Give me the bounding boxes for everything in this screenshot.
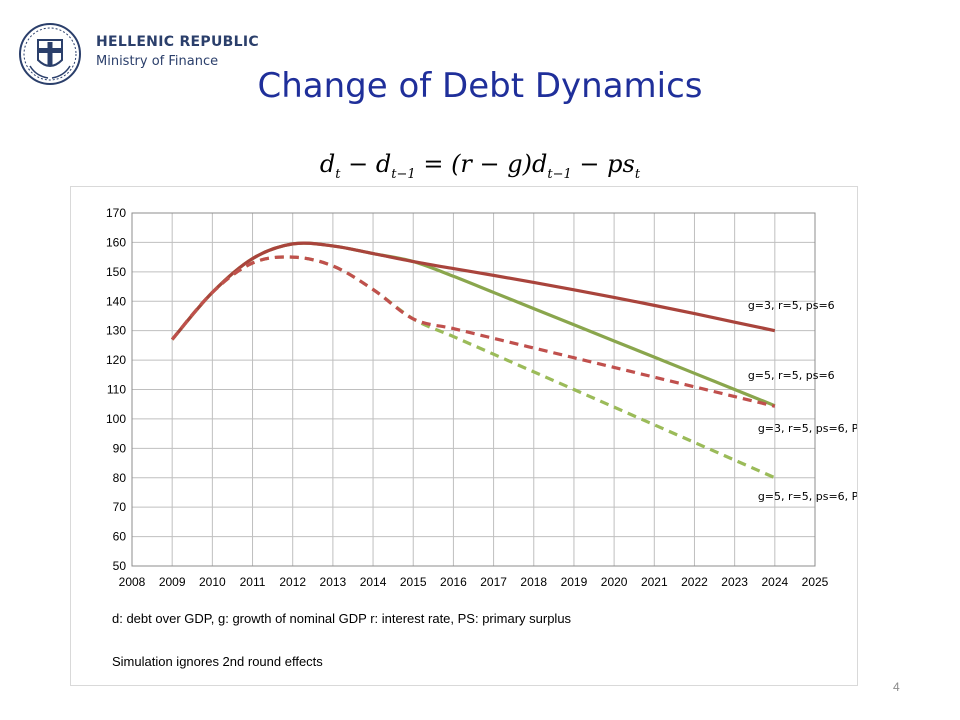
x-tick-label: 2021 <box>641 575 668 589</box>
x-tick-label: 2011 <box>240 575 266 589</box>
y-tick-label: 80 <box>113 471 127 485</box>
x-tick-label: 2025 <box>802 575 829 589</box>
series-annotation-4: g=5, r=5, ps=6, Privatizations <box>758 490 857 503</box>
x-tick-label: 2019 <box>561 575 588 589</box>
series-line-3 <box>170 255 776 408</box>
y-tick-label: 150 <box>106 265 126 279</box>
x-tick-label: 2014 <box>360 575 387 589</box>
page-title: Change of Debt Dynamics <box>257 66 703 106</box>
x-tick-label: 2015 <box>400 575 427 589</box>
y-tick-label: 60 <box>113 530 127 544</box>
y-tick-label: 140 <box>106 294 126 308</box>
y-tick-label: 50 <box>113 559 127 573</box>
y-tick-label: 130 <box>106 324 126 338</box>
chart-container: 50 60 70 80 90 100 110 120 130 140 150 160 170 2008 20… <box>70 186 858 686</box>
x-tick-label: 2023 <box>721 575 748 589</box>
x-tick-label: 2017 <box>480 575 507 589</box>
y-tick-label: 120 <box>106 353 126 367</box>
plot-area-border <box>131 212 816 567</box>
debt-formula: dt − dt−1 = (r − g)dt−1 − pst <box>319 150 641 182</box>
page-number: 4 <box>893 680 900 694</box>
series-annotation-3: g=3, r=5, ps=6, Privatizations <box>758 422 857 435</box>
series-line-1 <box>170 241 776 341</box>
x-tick-label: 2018 <box>520 575 547 589</box>
y-tick-label: 170 <box>106 206 126 220</box>
series-line-4 <box>170 255 776 480</box>
definitions-note: d: debt over GDP, g: growth of nominal G… <box>112 611 572 626</box>
y-tick-label: 160 <box>106 235 126 249</box>
y-tick-label: 70 <box>113 500 127 514</box>
x-tick-label: 2024 <box>761 575 788 589</box>
org-name: HELLENIC REPUBLIC <box>96 34 259 50</box>
x-tick-label: 2020 <box>601 575 628 589</box>
y-tick-label: 100 <box>106 412 126 426</box>
debt-chart: 50 60 70 80 90 100 110 120 130 140 150 160 170 2008 20… <box>106 206 857 589</box>
greek-cross-emblem-icon <box>19 23 81 85</box>
series-annotation-1: g=3, r=5, ps=6 <box>748 299 835 312</box>
x-tick-label: 2008 <box>119 575 146 589</box>
series-line-2 <box>170 241 776 408</box>
x-tick-label: 2013 <box>320 575 347 589</box>
x-tick-label: 2010 <box>199 575 226 589</box>
series-annotation-2: g=5, r=5, ps=6 <box>748 369 835 382</box>
y-tick-label: 110 <box>107 383 126 397</box>
x-tick-label: 2022 <box>681 575 708 589</box>
x-tick-label: 2016 <box>440 575 467 589</box>
ministry-name: Ministry of Finance <box>96 54 219 69</box>
x-tick-label: 2012 <box>279 575 306 589</box>
y-tick-label: 90 <box>113 441 127 455</box>
x-tick-label: 2009 <box>159 575 186 589</box>
simulation-note: Simulation ignores 2nd round effects <box>112 654 323 669</box>
